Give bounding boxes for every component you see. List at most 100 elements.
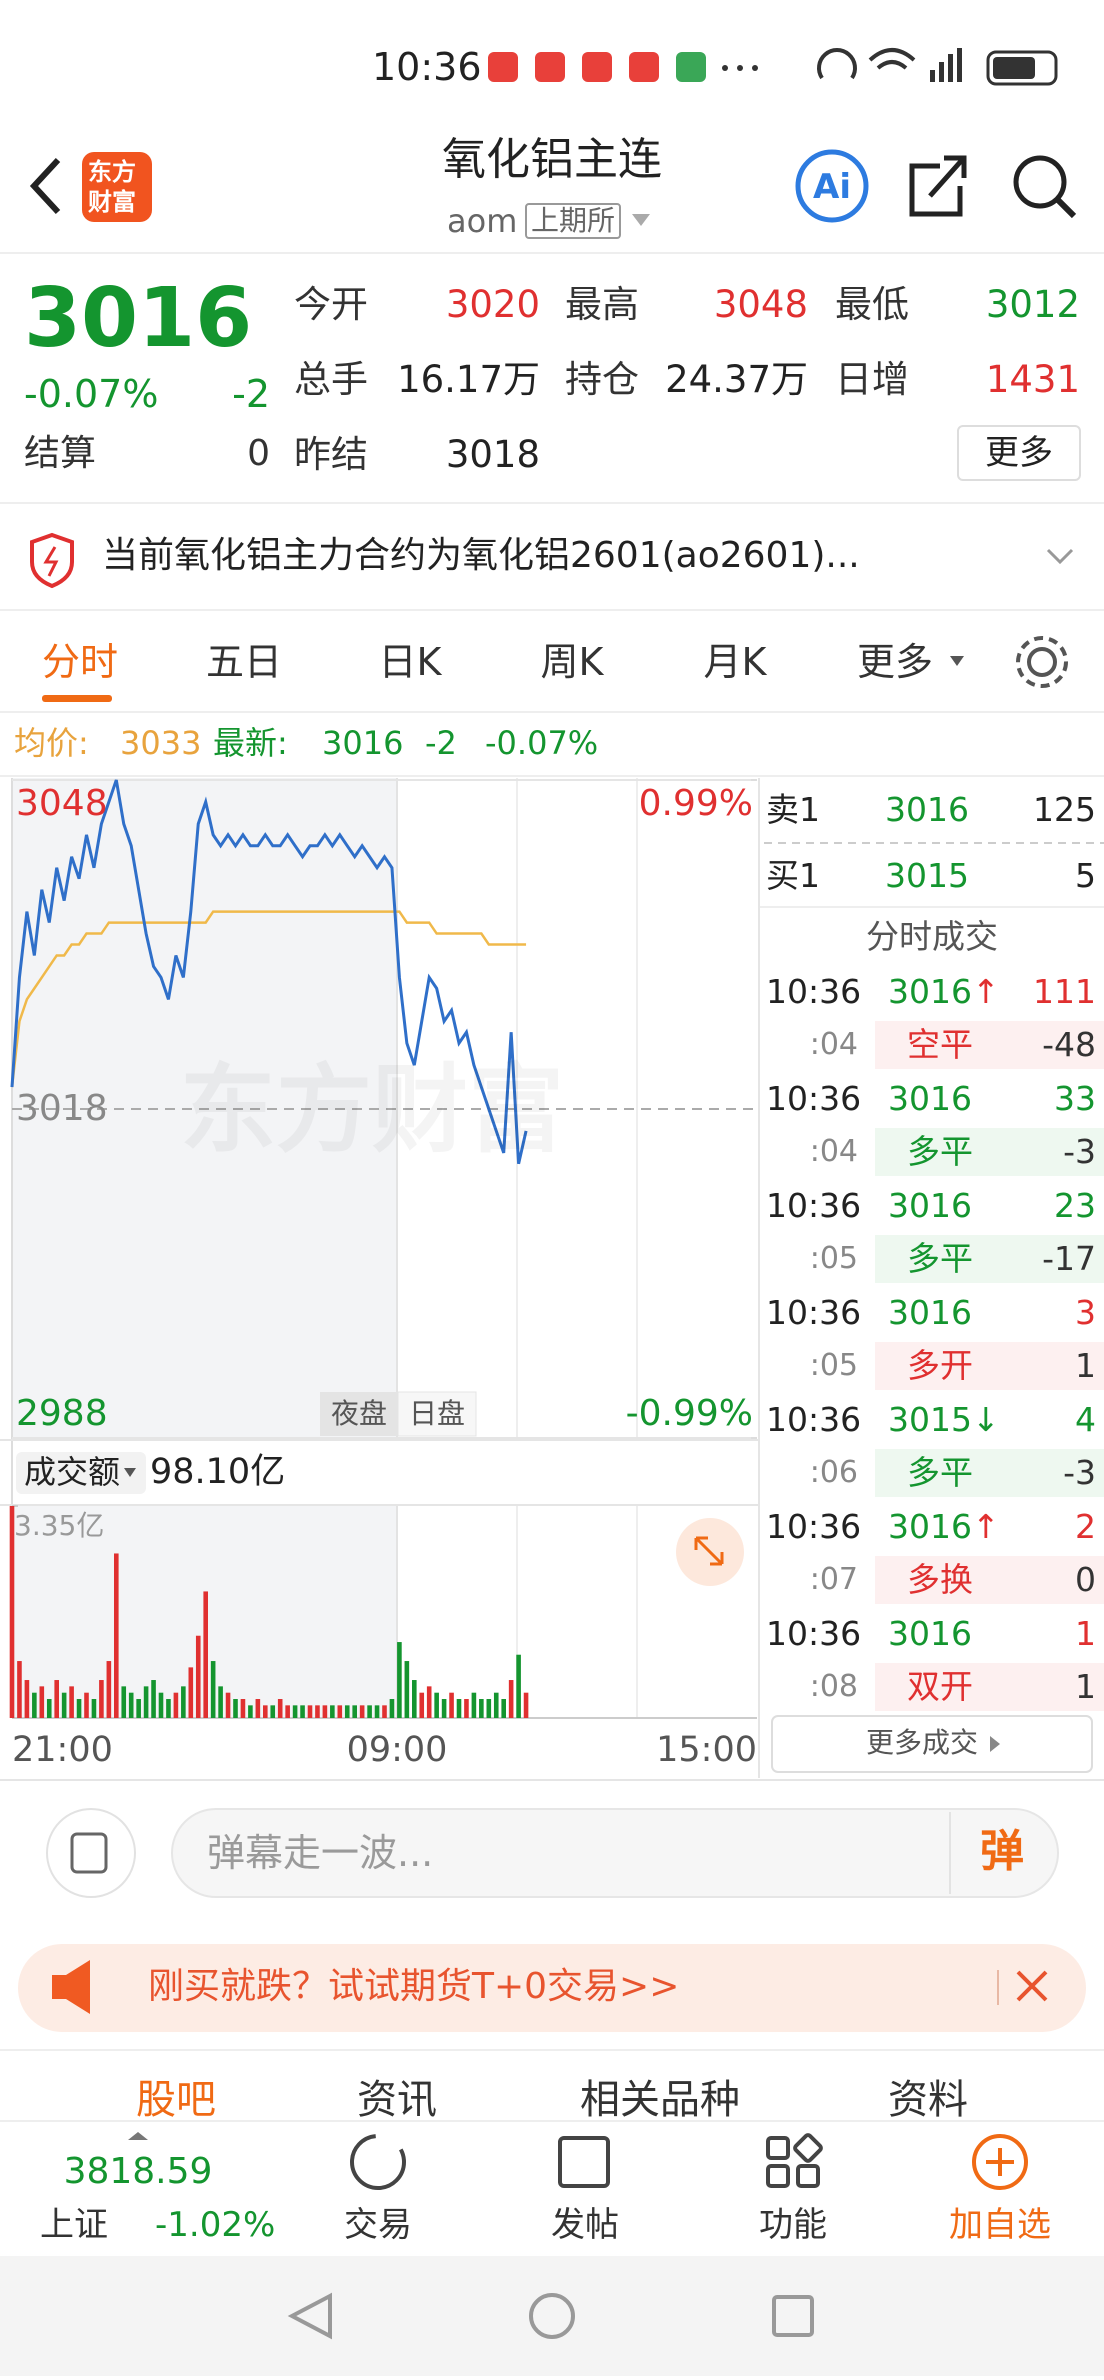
bottom-item[interactable]: 发帖 (551, 2205, 619, 2245)
bottom-item[interactable]: 功能 (759, 2205, 827, 2245)
volume-label[interactable]: 成交额 (24, 1453, 121, 1491)
func-icon[interactable] (796, 2164, 820, 2188)
danmaku-button[interactable]: 弹 (980, 1826, 1024, 1877)
x-tick-label: 15:00 (656, 1730, 757, 1770)
volume-bar (136, 1699, 141, 1718)
trade-price-group: 3016↑ (888, 975, 1000, 1008)
tab-underline (42, 695, 112, 702)
volume-selector-bg[interactable] (16, 1452, 146, 1494)
nav-back[interactable] (287, 2292, 332, 2340)
trade-kind-bg (875, 1663, 1104, 1711)
volume-total: 98.10亿 (150, 1452, 286, 1492)
tab[interactable]: 周K (540, 640, 604, 684)
back-icon[interactable] (29, 157, 61, 215)
trade-volume: 23 (1054, 1186, 1096, 1225)
comment-icon[interactable] (70, 1832, 108, 1874)
comment-input[interactable] (171, 1808, 1059, 1898)
more-button-label[interactable]: 更多 (985, 433, 1053, 473)
search-icon[interactable] (1013, 155, 1067, 209)
more-trades-arrow[interactable] (990, 1736, 1000, 1752)
func-icon[interactable] (766, 2136, 790, 2160)
shield-icon (30, 532, 74, 589)
signal (930, 70, 935, 82)
func-icon[interactable] (766, 2164, 790, 2188)
index-value[interactable]: 3818.59 (63, 2151, 213, 2192)
settle-label: 结算 (24, 433, 97, 474)
trade-price-group: 3015↓ (888, 1403, 1000, 1436)
comment-icon-bg[interactable] (46, 1808, 136, 1898)
settings-icon[interactable] (1027, 647, 1057, 677)
close-icon[interactable] (1016, 1970, 1048, 2002)
session-tag[interactable]: 夜盘 (330, 1397, 388, 1430)
notif-icon (676, 52, 706, 82)
ai-icon[interactable] (795, 149, 869, 223)
volume-bar (91, 1699, 97, 1718)
logo (82, 152, 152, 222)
section-tab[interactable]: 资料 (888, 2077, 968, 2123)
add-icon-plus[interactable] (986, 2148, 1014, 2176)
volume-bar (188, 1667, 194, 1718)
tab[interactable]: 分时 (41, 640, 119, 684)
last-change: -2 (425, 724, 457, 762)
trade-subtime: :04 (809, 1134, 858, 1169)
exchange-tag[interactable]: 上期所 (525, 203, 622, 239)
nav-home[interactable] (529, 2293, 575, 2339)
session-tag[interactable]: 日盘 (408, 1397, 466, 1430)
index-name[interactable]: 上证 (40, 2205, 108, 2245)
ai-label[interactable]: Ai (813, 167, 851, 207)
volume-bar (404, 1661, 410, 1718)
volume-bar (158, 1692, 164, 1718)
section-tab[interactable]: 相关品种 (580, 2077, 740, 2123)
post-icon[interactable] (558, 2136, 610, 2188)
notice[interactable]: 当前氧化铝主力合约为氧化铝2601(ao2601)... (102, 535, 860, 576)
trade-volume: 111 (1033, 972, 1096, 1011)
more-trades-button[interactable] (771, 1715, 1093, 1773)
more-trades-label[interactable]: 更多成交 (865, 1726, 979, 1759)
more-button[interactable] (957, 425, 1081, 481)
signal (948, 54, 953, 82)
tab-more-arrow[interactable] (950, 656, 964, 666)
field-label: 昨结 (294, 433, 368, 476)
nav-recent[interactable] (772, 2295, 814, 2337)
volume-bar (143, 1686, 149, 1718)
session-tag-bg[interactable] (320, 1392, 398, 1436)
volume-bar (151, 1680, 156, 1718)
settings-icon-teeth[interactable] (1016, 636, 1068, 688)
trade-delta: 0 (1075, 1560, 1096, 1599)
trade-kind-bg (875, 1449, 1104, 1497)
trade-subtime: :05 (809, 1348, 858, 1383)
expand-icon[interactable] (694, 1536, 724, 1566)
trade-kind: 多平 (907, 1239, 973, 1278)
trade-icon[interactable] (350, 2134, 406, 2190)
expand-chevron[interactable] (1046, 548, 1074, 565)
comment-placeholder[interactable]: 弹幕走一波... (207, 1831, 434, 1875)
tab[interactable]: 日K (378, 640, 442, 684)
index-change[interactable]: -1.02% (155, 2205, 276, 2245)
share-icon[interactable] (909, 155, 967, 217)
field-label: 日增 (835, 358, 909, 401)
wifi-icon (868, 48, 916, 70)
volume-selector-arrow[interactable] (124, 1468, 136, 1477)
session-tag-bg[interactable] (397, 1391, 477, 1437)
func-icon[interactable] (793, 2133, 823, 2163)
search-icon-handle[interactable] (1055, 197, 1077, 219)
field-value: 3020 (445, 283, 540, 326)
trade-arrow: ↓ (971, 1400, 1000, 1439)
trade-subtime: :08 (809, 1669, 858, 1704)
tab[interactable]: 月K (703, 640, 767, 684)
trade-time: 10:36 (766, 1400, 862, 1439)
tab[interactable]: 五日 (205, 640, 283, 684)
section-tab[interactable]: 资讯 (357, 2077, 437, 2123)
add-icon[interactable] (972, 2134, 1028, 2190)
promo-text[interactable]: 刚买就跌？试试期货T+0交易>> (148, 1966, 680, 2007)
volume-bar (121, 1686, 127, 1718)
volume-bar (99, 1680, 104, 1718)
trade-subtime: :05 (809, 1241, 858, 1276)
tab[interactable]: 更多 (856, 640, 934, 684)
section-tab[interactable]: 股吧 (136, 2077, 216, 2123)
trade-price: 3016 (888, 1293, 972, 1332)
dropdown-arrow[interactable] (632, 214, 650, 226)
bottom-item[interactable]: 交易 (344, 2205, 412, 2245)
bottom-item[interactable]: 加自选 (949, 2205, 1051, 2245)
promo-bg[interactable] (18, 1944, 1086, 2032)
